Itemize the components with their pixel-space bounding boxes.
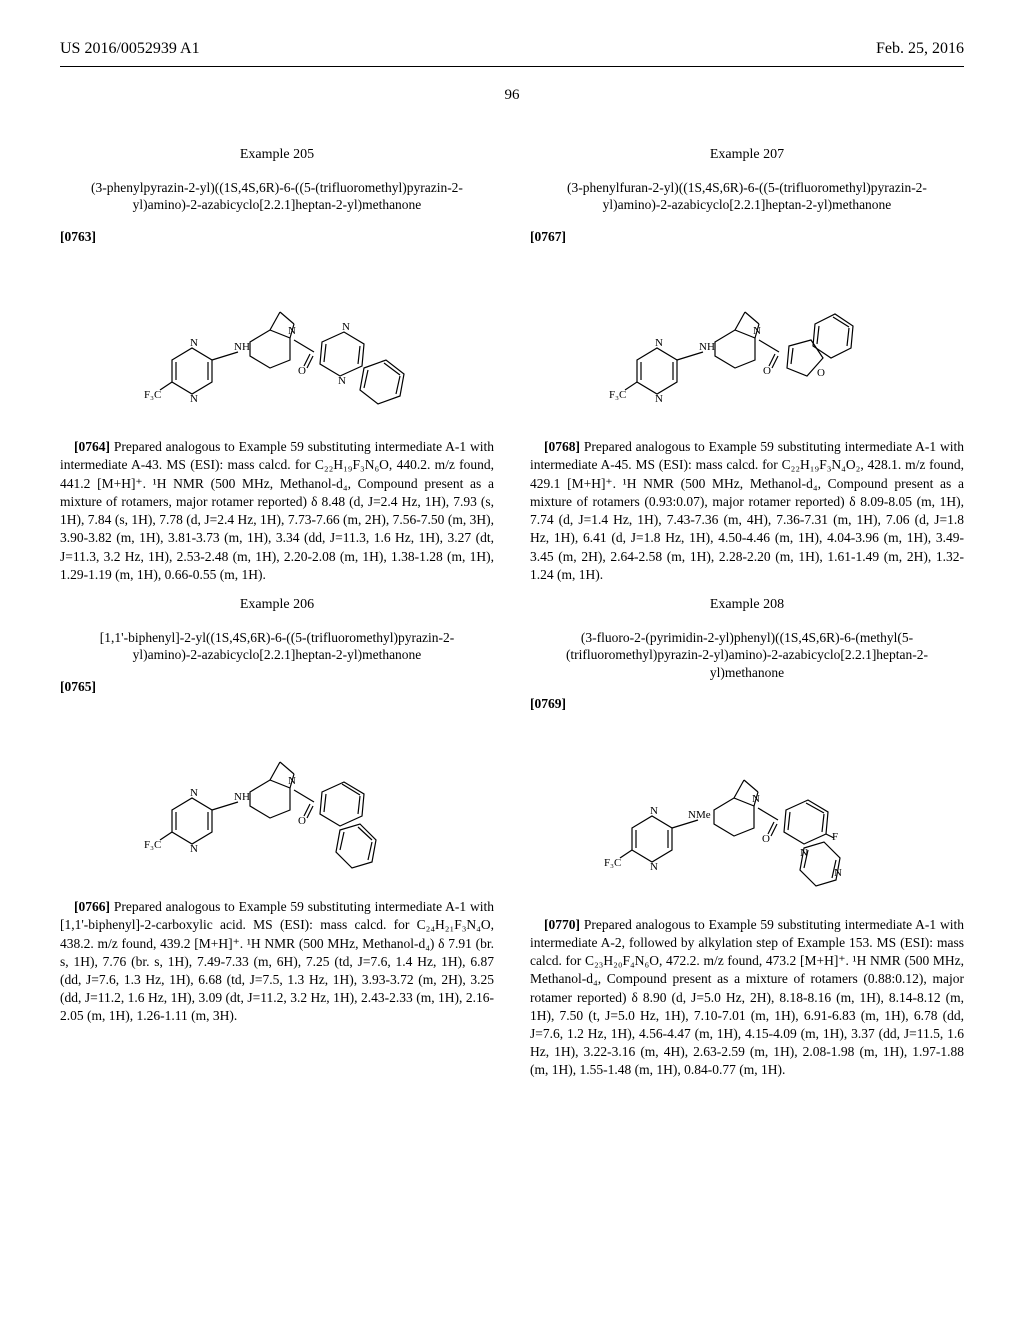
publication-number: US 2016/0052939 A1	[60, 40, 200, 58]
svg-text:N: N	[655, 393, 663, 405]
structure-207: N N F₃C NH N O	[530, 260, 964, 420]
paragraph-number: [0770]	[544, 917, 580, 932]
structure-206: N N F₃C NH N O	[60, 710, 494, 880]
example-208-title: (3-fluoro-2-(pyrimidin-2-yl)phenyl)((1S,…	[544, 629, 950, 682]
paragraph-number: [0767]	[530, 229, 566, 244]
svg-text:N: N	[650, 861, 658, 873]
svg-text:N: N	[650, 805, 658, 817]
svg-text:N: N	[190, 787, 198, 799]
example-206-structure-paranum: [0765]	[60, 678, 494, 696]
paragraph-number: [0764]	[74, 439, 110, 454]
svg-text:F₃C: F₃C	[144, 839, 161, 851]
svg-text:N: N	[342, 321, 350, 333]
svg-text:N: N	[190, 843, 198, 855]
svg-text:O: O	[763, 365, 771, 377]
svg-text:N: N	[338, 375, 346, 387]
svg-text:F₃C: F₃C	[609, 389, 626, 401]
structure-208: N N F₃C NMe N O	[530, 728, 964, 898]
example-207-body: [0768] Prepared analogous to Example 59 …	[530, 438, 964, 584]
svg-text:O: O	[817, 367, 825, 379]
example-207-structure-paranum: [0767]	[530, 228, 964, 246]
svg-text:N: N	[190, 393, 198, 405]
svg-text:F₃C: F₃C	[144, 389, 161, 401]
page-header: US 2016/0052939 A1 Feb. 25, 2016	[60, 40, 964, 58]
header-rule	[60, 66, 964, 67]
svg-text:F₃C: F₃C	[604, 857, 621, 869]
svg-text:N: N	[288, 325, 296, 337]
svg-text:NH: NH	[234, 341, 250, 353]
svg-text:N: N	[800, 847, 808, 859]
body-text: Prepared analogous to Example 59 substit…	[60, 439, 494, 582]
example-207-heading: Example 207	[530, 146, 964, 165]
body-text: Prepared analogous to Example 59 substit…	[530, 439, 964, 582]
paragraph-number: [0766]	[74, 899, 110, 914]
body-text: Prepared analogous to Example 59 substit…	[530, 917, 964, 1078]
paragraph-number: [0768]	[544, 439, 580, 454]
left-column: Example 205 (3-phenylpyrazin-2-yl)((1S,4…	[60, 134, 494, 1090]
svg-text:O: O	[762, 833, 770, 845]
paragraph-number: [0769]	[530, 696, 566, 711]
example-208-heading: Example 208	[530, 596, 964, 615]
svg-text:N: N	[834, 867, 842, 879]
body-text: Prepared analogous to Example 59 substit…	[60, 899, 494, 1023]
paragraph-number: [0765]	[60, 679, 96, 694]
example-206-body: [0766] Prepared analogous to Example 59 …	[60, 898, 494, 1026]
example-208-structure-paranum: [0769]	[530, 695, 964, 713]
svg-text:N: N	[190, 337, 198, 349]
example-207-title: (3-phenylfuran-2-yl)((1S,4S,6R)-6-((5-(t…	[544, 179, 950, 214]
example-206-heading: Example 206	[60, 596, 494, 615]
structure-205: N N F₃C NH N	[60, 260, 494, 420]
example-206-title: [1,1'-biphenyl]-2-yl((1S,4S,6R)-6-((5-(t…	[74, 629, 480, 664]
svg-text:N: N	[753, 325, 761, 337]
example-205-body: [0764] Prepared analogous to Example 59 …	[60, 438, 494, 584]
svg-text:N: N	[655, 337, 663, 349]
publication-date: Feb. 25, 2016	[876, 40, 964, 58]
example-208-body: [0770] Prepared analogous to Example 59 …	[530, 916, 964, 1080]
right-column: Example 207 (3-phenylfuran-2-yl)((1S,4S,…	[530, 134, 964, 1090]
example-205-structure-paranum: [0763]	[60, 228, 494, 246]
svg-text:N: N	[752, 793, 760, 805]
svg-text:O: O	[298, 815, 306, 827]
example-205-title: (3-phenylpyrazin-2-yl)((1S,4S,6R)-6-((5-…	[74, 179, 480, 214]
svg-text:NH: NH	[699, 341, 715, 353]
page-number: 96	[60, 87, 964, 104]
svg-text:NMe: NMe	[688, 809, 711, 821]
example-205-heading: Example 205	[60, 146, 494, 165]
svg-text:N: N	[288, 775, 296, 787]
paragraph-number: [0763]	[60, 229, 96, 244]
svg-text:O: O	[298, 365, 306, 377]
svg-text:NH: NH	[234, 791, 250, 803]
